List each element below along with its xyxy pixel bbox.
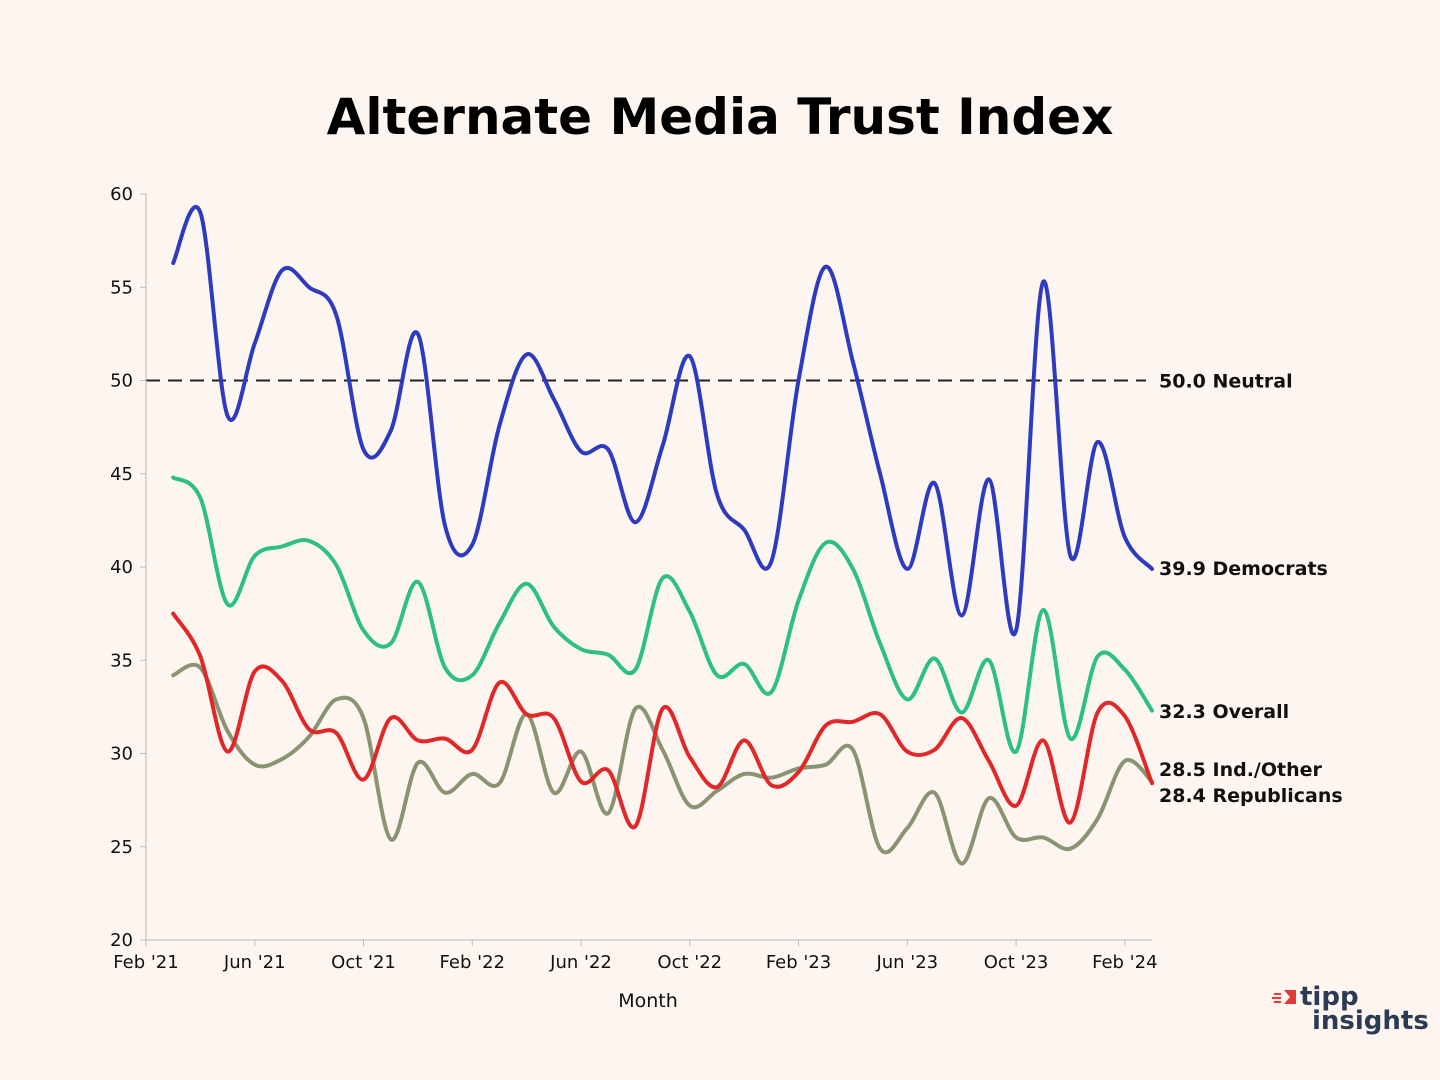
end-label-ind-other: 28.5 Ind./Other: [1159, 759, 1322, 781]
neutral-reference-label: 50.0 Neutral: [1159, 371, 1293, 393]
end-label-republicans: 28.4 Republicans: [1159, 785, 1343, 807]
x-tick-label: Jun '21: [223, 952, 286, 973]
y-tick-label: 20: [110, 930, 133, 951]
y-tick-label: 30: [110, 744, 133, 765]
x-tick-label: Feb '21: [113, 952, 178, 973]
x-axis-label: Month: [618, 990, 678, 1012]
y-tick-label: 50: [110, 371, 133, 392]
y-tick-label: 35: [110, 650, 133, 671]
x-tick-label: Oct '22: [657, 952, 722, 973]
x-tick-label: Oct '23: [984, 952, 1049, 973]
series-line-overall: [171, 475, 1154, 754]
x-tick-label: Jun '22: [549, 952, 612, 973]
y-tick-label: 55: [110, 277, 133, 298]
brand-line-1: tipp: [1300, 982, 1359, 1012]
series-line-republicans: [171, 611, 1154, 830]
y-tick-label: 25: [110, 837, 133, 858]
tipp-insights-logo: tipp insights: [1272, 982, 1429, 1036]
y-tick-label: 45: [110, 464, 133, 485]
x-tick-label: Feb '22: [440, 952, 505, 973]
end-label-overall: 32.3 Overall: [1159, 701, 1289, 723]
chart-title: Alternate Media Trust Index: [327, 88, 1114, 146]
x-tick-label: Oct '21: [331, 952, 396, 973]
x-tick-label: Feb '24: [1092, 952, 1157, 973]
x-tick-label: Jun '23: [875, 952, 938, 973]
series-line-ind-other: [171, 662, 1154, 866]
y-tick-label: 40: [110, 557, 133, 578]
series-line-democrats: [171, 205, 1154, 637]
brand-mark-icon: [1272, 990, 1296, 1004]
brand-line-2: insights: [1312, 1006, 1429, 1036]
x-tick-label: Feb '23: [766, 952, 831, 973]
end-label-democrats: 39.9 Democrats: [1159, 558, 1328, 580]
y-tick-label: 60: [110, 184, 133, 205]
